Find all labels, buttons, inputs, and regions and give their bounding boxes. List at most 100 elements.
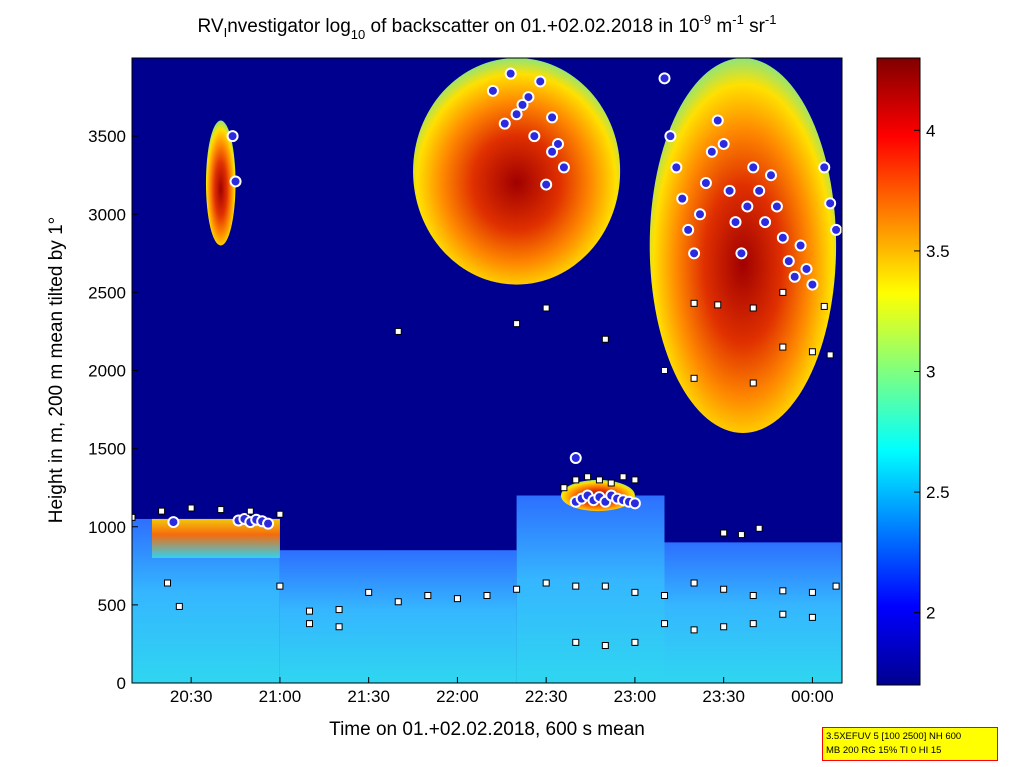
- square-marker-54: [394, 327, 402, 335]
- circle-marker-37: [676, 192, 689, 205]
- circle-marker-41: [699, 177, 712, 189]
- circle-marker-58: [800, 262, 813, 275]
- circle-marker-16: [557, 161, 570, 174]
- square-marker-18: [572, 582, 580, 590]
- circle-marker-27: [628, 497, 641, 510]
- square-marker-35: [720, 529, 728, 537]
- circle-marker-33: [546, 145, 559, 158]
- square-marker-34: [631, 476, 639, 484]
- square-marker-41: [779, 288, 787, 296]
- x-tick-label-5: 23:00: [614, 687, 657, 706]
- aerosol-layer-1: [279, 550, 517, 683]
- circle-marker-9: [486, 84, 499, 97]
- processing-info-box: 3.5XEFUV 5 [100 2500] NH 600 MB 200 RG 1…: [822, 727, 998, 761]
- circle-marker-31: [528, 130, 541, 143]
- circle-marker-50: [753, 184, 766, 197]
- circle-marker-13: [534, 75, 547, 88]
- circle-marker-46: [729, 216, 742, 229]
- square-marker-6: [164, 579, 171, 587]
- y-tick-label-2: 1000: [88, 518, 126, 537]
- y-axis-label: Height in m, 200 m mean tilted by 1°: [46, 217, 67, 523]
- square-marker-20: [631, 588, 639, 596]
- aerosol-layer-3: [664, 542, 842, 683]
- x-tick-label-7: 00:00: [791, 687, 834, 706]
- y-tick-label-1: 500: [98, 596, 126, 615]
- y-tick-label-3: 1500: [88, 440, 126, 459]
- circle-marker-36: [670, 161, 683, 174]
- square-marker-46: [661, 620, 668, 628]
- circle-marker-2: [229, 175, 242, 188]
- circle-marker-42: [705, 145, 718, 158]
- square-marker-49: [749, 620, 757, 628]
- x-tick-label-6: 23:30: [702, 687, 745, 706]
- square-marker-24: [749, 592, 757, 599]
- circle-marker-14: [546, 111, 559, 124]
- square-marker-57: [601, 335, 609, 343]
- square-marker-12: [394, 598, 402, 606]
- circle-marker-10: [498, 117, 511, 130]
- colorbar-tick-label-0: 2: [926, 604, 935, 623]
- colorbar-tick-label-3: 3.5: [926, 242, 950, 261]
- cloud-4: [205, 120, 236, 246]
- square-marker-8: [276, 582, 284, 590]
- circle-marker-43: [711, 114, 724, 127]
- square-marker-19: [601, 582, 609, 590]
- circle-marker-40: [694, 208, 706, 221]
- circle-marker-28: [569, 452, 582, 464]
- square-marker-17: [542, 579, 550, 587]
- circle-marker-61: [824, 197, 837, 210]
- circle-marker-29: [504, 67, 517, 80]
- square-marker-28: [560, 484, 568, 492]
- circle-marker-32: [540, 178, 553, 191]
- circle-marker-11: [510, 108, 523, 121]
- x-axis-label: Time on 01.+02.02.2018, 600 s mean: [329, 719, 645, 740]
- square-marker-13: [424, 592, 432, 599]
- x-tick-label-1: 21:00: [259, 687, 302, 706]
- circle-marker-48: [741, 200, 754, 213]
- square-marker-33: [619, 473, 627, 481]
- square-marker-52: [306, 620, 313, 628]
- circle-marker-57: [794, 239, 807, 252]
- circle-marker-49: [747, 161, 760, 174]
- square-marker-60: [749, 379, 757, 387]
- square-marker-11: [365, 588, 373, 596]
- circle-marker-59: [806, 278, 819, 291]
- square-marker-14: [453, 595, 461, 603]
- y-tick-label-7: 3500: [88, 127, 126, 146]
- x-tick-label-2: 21:30: [347, 687, 390, 706]
- circle-marker-30: [516, 98, 529, 111]
- chart-title: RVInvestigator log10 of backscatter on 0…: [198, 12, 777, 42]
- circle-marker-34: [658, 72, 671, 85]
- square-marker-25: [779, 587, 787, 595]
- circle-marker-55: [782, 255, 795, 268]
- x-tick-label-3: 22:00: [436, 687, 479, 706]
- square-marker-58: [661, 367, 668, 374]
- square-marker-47: [690, 626, 698, 634]
- x-axis: 20:30 21:00 21:30 22:00 22:30 23:00 23:30 00:00: [170, 677, 834, 706]
- y-axis: 0 500 1000 1500 2000 2500 3000 3500: [88, 127, 138, 693]
- circle-marker-56: [788, 270, 801, 283]
- colorbar: [876, 57, 921, 686]
- circle-marker-0: [167, 516, 180, 529]
- x-tick-label-4: 22:30: [525, 687, 568, 706]
- square-marker-38: [690, 299, 698, 307]
- square-marker-42: [820, 302, 828, 310]
- aerosol-layer-2: [516, 495, 665, 683]
- circle-marker-38: [682, 223, 695, 236]
- square-marker-48: [720, 623, 728, 631]
- info-line-1: 3.5XEFUV 5 [100 2500] NH 600: [826, 731, 962, 742]
- cloud-6: [649, 58, 837, 433]
- square-marker-53: [335, 623, 343, 631]
- circle-marker-35: [664, 130, 677, 143]
- square-marker-10: [335, 606, 343, 614]
- square-marker-9: [306, 607, 313, 615]
- y-tick-label-5: 2500: [88, 283, 126, 302]
- square-marker-45: [631, 638, 639, 646]
- square-marker-15: [483, 592, 491, 599]
- colorbar-tick-label-4: 4: [926, 121, 935, 140]
- circle-marker-44: [717, 137, 730, 150]
- cloud-5: [413, 58, 621, 285]
- detection-markers: [132, 67, 842, 649]
- square-marker-30: [584, 473, 592, 481]
